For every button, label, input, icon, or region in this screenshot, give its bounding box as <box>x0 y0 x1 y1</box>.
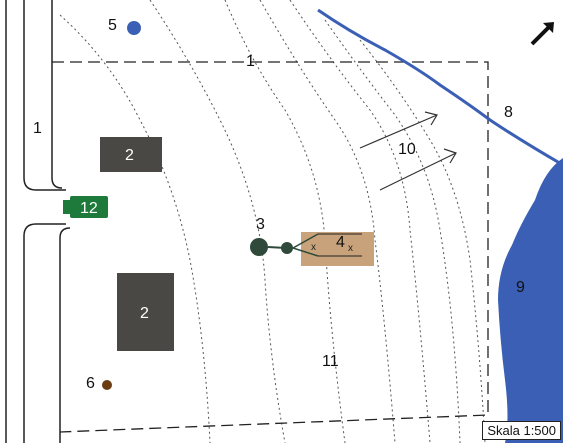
property-boundary <box>52 61 489 433</box>
contour-lines <box>59 0 486 443</box>
label-slope: 10 <box>398 141 416 158</box>
north-arrow-icon <box>530 22 554 46</box>
stream-line <box>317 8 563 167</box>
blue-marker <box>127 21 141 35</box>
label-terrain: 11 <box>322 353 339 370</box>
slope-arrow <box>379 152 457 191</box>
contour-line <box>59 14 211 443</box>
road-edge-upper-right <box>51 0 63 189</box>
label-property-line-top: 1 <box>246 53 255 70</box>
contour-line <box>259 0 396 443</box>
scale-label: Skala 1:500 <box>482 421 561 440</box>
pipe-node <box>281 242 293 254</box>
svg-text:x: x <box>348 243 353 254</box>
well-system: x x <box>250 232 374 266</box>
road-edge-lower-left <box>23 223 66 443</box>
well-circle <box>250 238 268 256</box>
building-large <box>117 273 174 351</box>
label-well: 3 <box>256 216 265 233</box>
label-stream: 8 <box>504 104 513 121</box>
septic-tank <box>301 232 374 266</box>
lake-area <box>498 158 563 443</box>
contour-line <box>149 0 286 443</box>
label-building-large: 2 <box>140 305 149 322</box>
contour-line <box>224 0 346 443</box>
label-lake: 9 <box>516 279 525 296</box>
label-brown-marker: 6 <box>86 375 95 392</box>
access-sign <box>63 196 108 218</box>
slope-arrow <box>359 114 438 149</box>
label-access-sign: 12 <box>80 200 98 217</box>
svg-text:x: x <box>311 242 316 253</box>
contour-line <box>289 0 431 443</box>
road-edge-lower-right <box>59 227 71 443</box>
slope-arrows <box>359 111 457 191</box>
label-septic-tank: 4 <box>336 234 345 251</box>
brown-marker <box>102 380 112 390</box>
label-building-small: 2 <box>125 147 134 164</box>
label-blue-marker: 5 <box>108 17 117 34</box>
building-small <box>100 137 162 172</box>
contour-line <box>359 39 486 443</box>
label-road-left: 1 <box>33 120 42 137</box>
road-edge-upper-left <box>23 0 66 191</box>
